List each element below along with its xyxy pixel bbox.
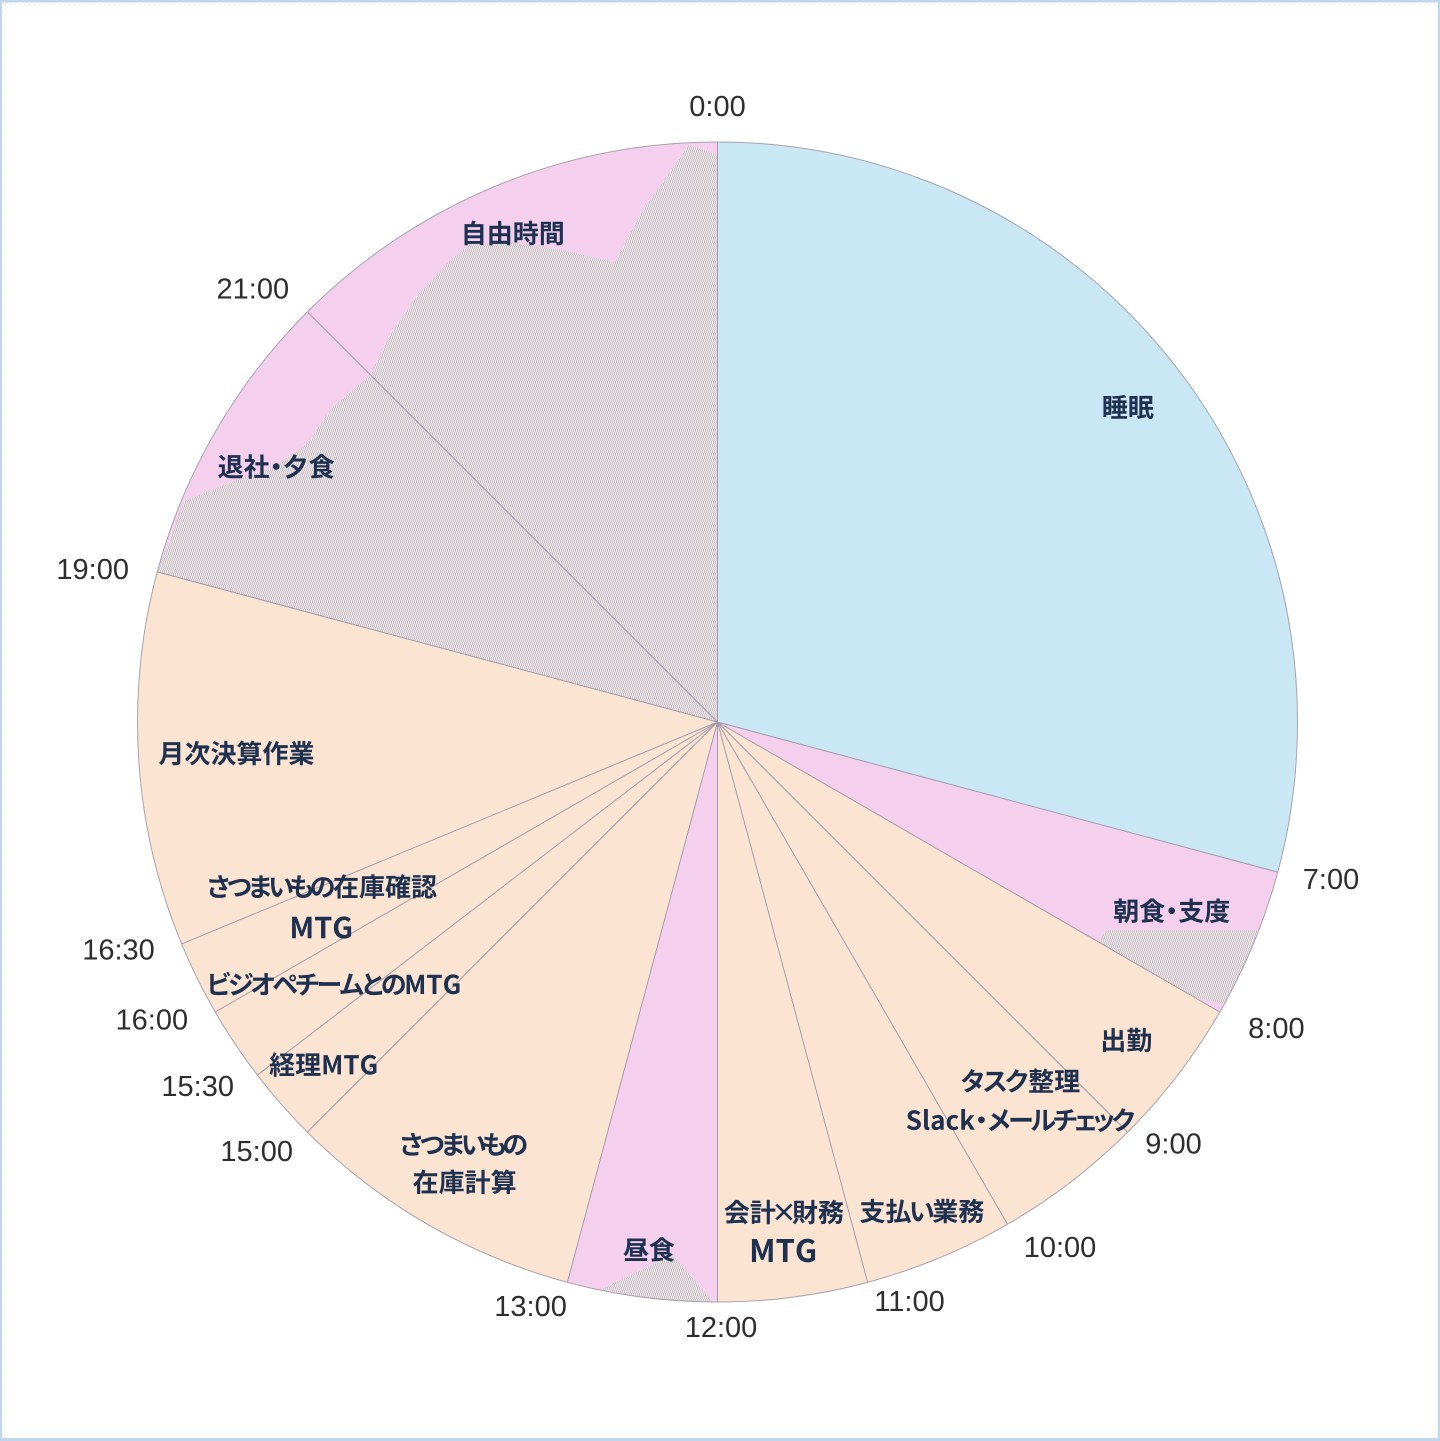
svg-text:0:00: 0:00 [689,91,745,123]
svg-text:12:00: 12:00 [685,1312,758,1344]
svg-text:11:00: 11:00 [874,1286,944,1318]
svg-text:19:00: 19:00 [56,554,129,586]
svg-text:7:00: 7:00 [1303,864,1359,896]
svg-text:21:00: 21:00 [217,274,290,306]
svg-text:13:00: 13:00 [494,1291,567,1323]
svg-text:15:30: 15:30 [161,1071,234,1103]
svg-text:10:00: 10:00 [1024,1232,1097,1264]
svg-text:9:00: 9:00 [1145,1129,1201,1161]
svg-text:16:30: 16:30 [82,935,155,967]
svg-text:8:00: 8:00 [1248,1013,1304,1045]
svg-text:16:00: 16:00 [116,1005,189,1037]
svg-text:15:00: 15:00 [220,1136,293,1168]
